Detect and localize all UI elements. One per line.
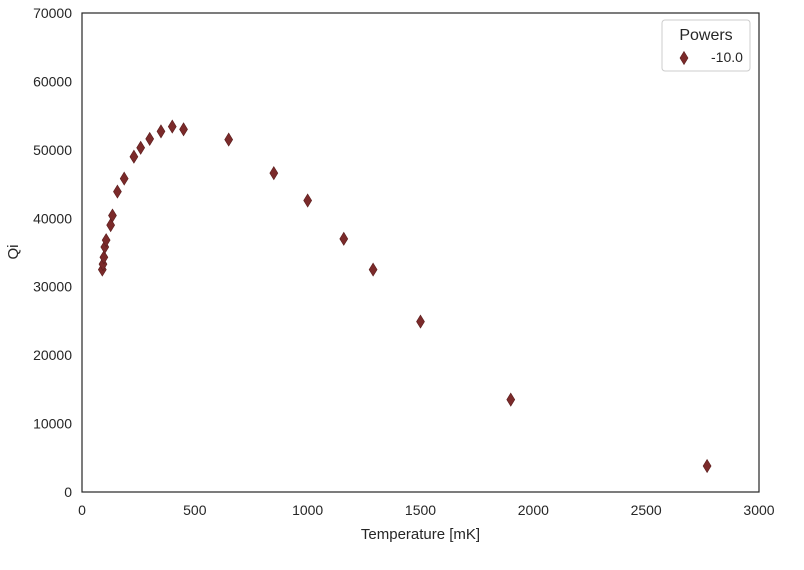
x-axis-ticks: 0 500 1000 1500 2000 2500 3000 [78,502,775,518]
data-point [224,132,234,147]
data-point [702,458,712,474]
y-tick-label: 70000 [33,5,72,21]
x-tick-label: 3000 [743,502,774,518]
data-point [101,233,111,248]
data-point [129,149,139,164]
legend-label: -10.0 [711,49,743,65]
y-tick-label: 10000 [33,416,72,432]
x-tick-label: 500 [183,502,207,518]
data-point [269,166,279,181]
data-point [119,171,129,186]
data-point [136,140,146,155]
x-axis-label: Temperature [mK] [361,526,480,543]
data-point [506,392,516,407]
data-point [368,262,378,277]
data-points [97,119,712,474]
y-tick-label: 30000 [33,279,72,295]
data-point [113,184,122,199]
data-point [156,124,166,139]
data-point [416,314,425,329]
y-tick-label: 20000 [33,347,72,363]
data-point [303,193,313,208]
data-point [99,250,109,265]
y-axis-label: Qi [5,245,22,260]
x-tick-label: 1500 [405,502,436,518]
y-tick-label: 40000 [33,210,72,226]
data-point [179,122,188,137]
y-tick-label: 60000 [33,73,72,89]
legend-marker-diamond [679,50,689,66]
plot-frame [81,12,760,493]
data-point [167,119,177,134]
data-point [108,208,117,223]
legend-title: Powers [679,27,732,44]
y-tick-label: 50000 [33,142,72,158]
data-point [339,231,349,246]
y-axis-ticks: 0 10000 20000 30000 40000 50000 60000 70000 [33,5,72,500]
x-tick-label: 0 [78,502,86,518]
legend: Powers -10.0 [661,19,751,72]
x-tick-label: 2500 [631,502,662,518]
y-tick-label: 0 [64,484,72,500]
data-point [106,218,116,233]
x-tick-label: 1000 [292,502,323,518]
x-tick-label: 2000 [518,502,549,518]
data-point [145,131,155,146]
